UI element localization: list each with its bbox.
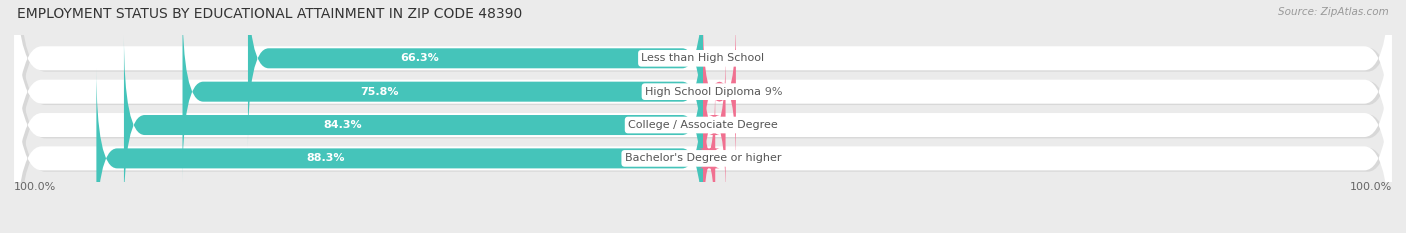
Text: 1.9%: 1.9% — [734, 153, 762, 163]
FancyBboxPatch shape — [14, 3, 1392, 233]
FancyBboxPatch shape — [703, 18, 735, 165]
FancyBboxPatch shape — [97, 68, 703, 233]
Text: 3.4%: 3.4% — [744, 120, 772, 130]
Text: Bachelor's Degree or higher: Bachelor's Degree or higher — [624, 153, 782, 163]
FancyBboxPatch shape — [183, 2, 703, 182]
FancyBboxPatch shape — [703, 52, 725, 199]
FancyBboxPatch shape — [17, 38, 1395, 233]
Text: 100.0%: 100.0% — [14, 182, 56, 192]
FancyBboxPatch shape — [247, 0, 703, 148]
Text: High School Diploma: High School Diploma — [645, 87, 761, 97]
Text: Less than High School: Less than High School — [641, 53, 765, 63]
Text: 100.0%: 100.0% — [1350, 182, 1392, 192]
Text: College / Associate Degree: College / Associate Degree — [628, 120, 778, 130]
Text: EMPLOYMENT STATUS BY EDUCATIONAL ATTAINMENT IN ZIP CODE 48390: EMPLOYMENT STATUS BY EDUCATIONAL ATTAINM… — [17, 7, 522, 21]
FancyBboxPatch shape — [17, 0, 1395, 181]
Text: 84.3%: 84.3% — [323, 120, 363, 130]
FancyBboxPatch shape — [17, 0, 1395, 214]
FancyBboxPatch shape — [14, 0, 1392, 213]
Text: 0.0%: 0.0% — [720, 53, 748, 63]
Text: 88.3%: 88.3% — [307, 153, 344, 163]
FancyBboxPatch shape — [697, 85, 720, 232]
Text: 66.3%: 66.3% — [401, 53, 439, 63]
FancyBboxPatch shape — [14, 37, 1392, 233]
FancyBboxPatch shape — [124, 35, 703, 215]
Text: Source: ZipAtlas.com: Source: ZipAtlas.com — [1278, 7, 1389, 17]
FancyBboxPatch shape — [14, 0, 1392, 180]
Text: 4.9%: 4.9% — [754, 87, 783, 97]
Text: 75.8%: 75.8% — [360, 87, 398, 97]
FancyBboxPatch shape — [17, 5, 1395, 233]
